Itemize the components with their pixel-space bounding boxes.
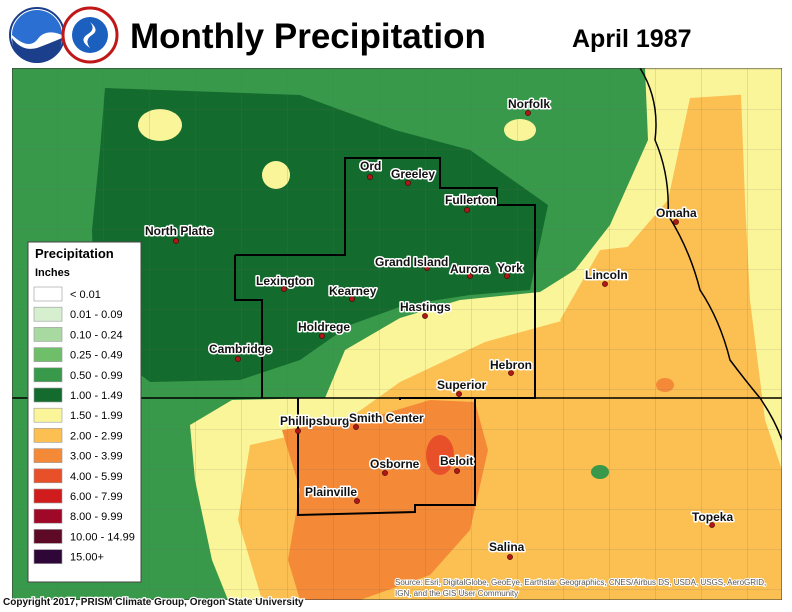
legend-label: 0.01 - 0.09 bbox=[70, 309, 123, 321]
city-dot bbox=[295, 428, 301, 434]
city-dot bbox=[709, 522, 715, 528]
legend-label: < 0.01 bbox=[70, 289, 101, 301]
legend-swatch bbox=[33, 367, 63, 383]
city-dot bbox=[353, 424, 359, 430]
legend-swatch bbox=[33, 306, 63, 322]
city-label: Hastings bbox=[400, 300, 451, 314]
legend-swatch bbox=[33, 387, 63, 403]
legend-label: 0.25 - 0.49 bbox=[70, 350, 123, 362]
legend-label: 10.00 - 14.99 bbox=[70, 531, 135, 543]
legend-swatch bbox=[33, 529, 63, 544]
city-dot bbox=[281, 286, 287, 292]
legend-swatch bbox=[33, 428, 63, 443]
city-label: North Platte bbox=[145, 224, 213, 238]
city-dot bbox=[367, 174, 373, 180]
city-label: Cambridge bbox=[209, 342, 272, 356]
noaa-logo-sky bbox=[12, 10, 62, 44]
city-dot bbox=[456, 391, 462, 397]
legend-label: 6.00 - 7.99 bbox=[70, 491, 123, 503]
legend-label: 4.00 - 5.99 bbox=[70, 471, 123, 483]
city-label: Kearney bbox=[329, 284, 377, 298]
city-dot bbox=[673, 219, 679, 225]
legend-units: Inches bbox=[35, 267, 70, 279]
city-dot bbox=[405, 180, 411, 186]
legend-swatch bbox=[33, 286, 63, 302]
city-dot bbox=[464, 207, 470, 213]
city-dot bbox=[422, 313, 428, 319]
city-label: Holdrege bbox=[298, 320, 350, 334]
city-dot bbox=[602, 281, 608, 287]
legend-swatch bbox=[33, 468, 63, 484]
city-label: Omaha bbox=[656, 206, 697, 220]
city-label: Topeka bbox=[692, 510, 733, 524]
city-dot bbox=[504, 273, 510, 279]
region-border bbox=[234, 157, 536, 400]
nws-logo-swirl bbox=[83, 22, 96, 48]
city-label: Fullerton bbox=[445, 193, 496, 207]
city-dot bbox=[454, 468, 460, 474]
legend-label: 2.00 - 2.99 bbox=[70, 430, 123, 442]
legend-label: 15.00+ bbox=[70, 552, 104, 564]
city-label: Aurora bbox=[450, 262, 490, 276]
legend-swatch bbox=[33, 448, 63, 463]
noaa-logo-sea bbox=[12, 38, 62, 63]
state-border bbox=[639, 68, 782, 441]
legend-label: 1.00 - 1.49 bbox=[70, 390, 123, 402]
legend-swatch bbox=[33, 407, 63, 423]
legend-label: 1.50 - 1.99 bbox=[70, 410, 123, 422]
city-dot bbox=[235, 356, 241, 362]
city-dot bbox=[424, 265, 430, 271]
city-dot bbox=[507, 554, 513, 560]
city-label: Ord bbox=[360, 159, 381, 173]
cities: Norfolk Ord Greeley Fullerton North Platte Om… bbox=[144, 96, 735, 560]
source: IGN, and the GIS User Community bbox=[395, 589, 518, 598]
legend-swatch bbox=[33, 508, 63, 524]
city-dot bbox=[382, 470, 388, 476]
city-dot bbox=[508, 370, 514, 376]
city-label: Phillipsburg bbox=[280, 414, 349, 428]
city-dot bbox=[467, 273, 473, 279]
legend-swatch bbox=[33, 549, 63, 564]
city-dot bbox=[319, 333, 325, 339]
city-label: Greeley bbox=[391, 167, 435, 181]
city-dot bbox=[173, 238, 179, 244]
city-label: Osborne bbox=[370, 457, 420, 471]
legend-label: 8.00 - 9.99 bbox=[70, 511, 123, 523]
copyright: Copyright 2017, PRISM Climate Group, Ore… bbox=[3, 597, 304, 608]
city-label: Superior bbox=[437, 378, 487, 392]
city-dot bbox=[349, 296, 355, 302]
city-label: Hebron bbox=[490, 358, 532, 372]
city-dot bbox=[525, 110, 531, 116]
legend-swatch bbox=[33, 327, 63, 342]
city-label: Smith Center bbox=[349, 411, 424, 425]
legend-title: Precipitation bbox=[35, 246, 114, 261]
city-dot bbox=[354, 498, 360, 504]
city-label: Salina bbox=[489, 540, 525, 554]
city-label: Beloit bbox=[440, 454, 473, 468]
city-label: Grand Island bbox=[375, 255, 448, 269]
region-border bbox=[297, 398, 476, 517]
title: Monthly Precipitation bbox=[130, 17, 486, 56]
legend: Precipitation Inches < 0.01 0.01 - 0.09 0.… bbox=[27, 241, 142, 583]
city-label: York bbox=[497, 261, 523, 275]
city-label: Plainville bbox=[305, 485, 357, 499]
legend-swatch bbox=[33, 488, 63, 504]
logos bbox=[9, 6, 119, 64]
city-label: Lexington bbox=[256, 274, 313, 288]
map bbox=[12, 68, 782, 600]
legend-label: 3.00 - 3.99 bbox=[70, 451, 123, 463]
legend-label: 0.50 - 0.99 bbox=[70, 370, 123, 382]
source: Source: Esri, DigitalGlobe, GeoEye, Eart… bbox=[395, 578, 766, 587]
city-label: Norfolk bbox=[508, 97, 550, 111]
city-label: Lincoln bbox=[585, 268, 628, 282]
date: April 1987 bbox=[572, 25, 692, 53]
legend-swatch bbox=[33, 347, 63, 362]
legend-label: 0.10 - 0.24 bbox=[70, 329, 123, 341]
